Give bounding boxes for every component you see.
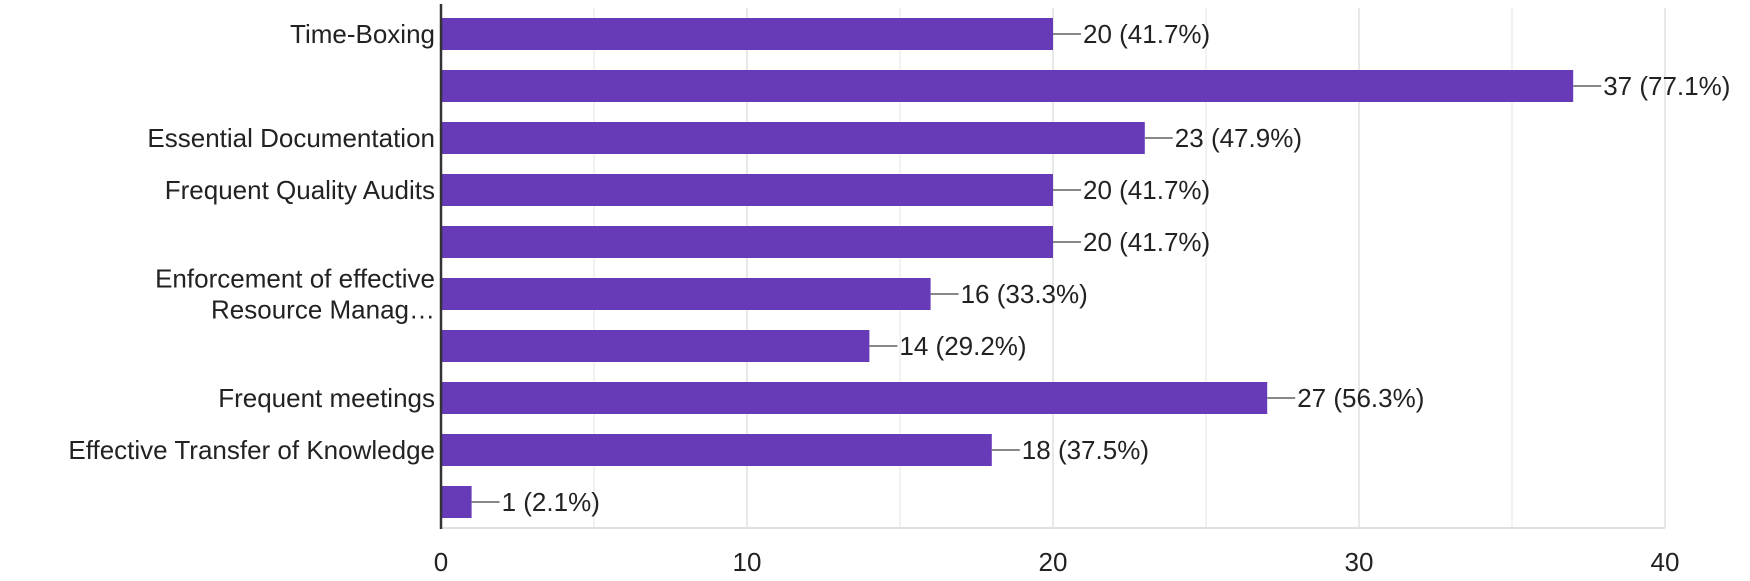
data-label: 20 (41.7%) xyxy=(1083,19,1210,49)
category-label: Time-Boxing xyxy=(290,19,435,49)
x-tick-label: 0 xyxy=(434,547,448,576)
x-tick-label: 10 xyxy=(733,547,762,576)
category-label: Essential Documentation xyxy=(147,123,435,153)
data-label: 20 (41.7%) xyxy=(1083,227,1210,257)
x-tick-label: 20 xyxy=(1039,547,1068,576)
x-tick-label: 40 xyxy=(1651,547,1680,576)
bar xyxy=(441,434,992,466)
bar xyxy=(441,486,472,518)
data-label: 23 (47.9%) xyxy=(1175,123,1302,153)
bar xyxy=(441,18,1053,50)
x-tick-label: 30 xyxy=(1345,547,1374,576)
category-label: Effective Transfer of Knowledge xyxy=(68,435,435,465)
bar xyxy=(441,330,870,362)
bar xyxy=(441,278,931,310)
bar xyxy=(441,174,1053,206)
bar xyxy=(441,382,1268,414)
data-label: 37 (77.1%) xyxy=(1603,71,1730,101)
category-labels: Time-Boxing Essential Documentation Freque… xyxy=(68,19,435,465)
category-label: Enforcement of effective xyxy=(155,264,435,294)
bars: 20 (41.7%) 37 (77.1%) 23 (47.9%) 20 (41.7%)… xyxy=(441,18,1730,518)
x-tick-labels: 0 10 20 30 40 xyxy=(434,547,1680,577)
bar xyxy=(441,70,1574,102)
category-label: Resource Manag… xyxy=(211,295,435,325)
bar xyxy=(441,122,1145,154)
category-label: Frequent meetings xyxy=(218,383,435,413)
data-label: 18 (37.5%) xyxy=(1022,435,1149,465)
bar xyxy=(441,226,1053,258)
category-label: Frequent Quality Audits xyxy=(165,175,435,205)
data-label: 1 (2.1%) xyxy=(502,487,600,517)
data-label: 14 (29.2%) xyxy=(899,331,1026,361)
data-label: 16 (33.3%) xyxy=(961,279,1088,309)
data-label: 20 (41.7%) xyxy=(1083,175,1210,205)
data-label: 27 (56.3%) xyxy=(1297,383,1424,413)
